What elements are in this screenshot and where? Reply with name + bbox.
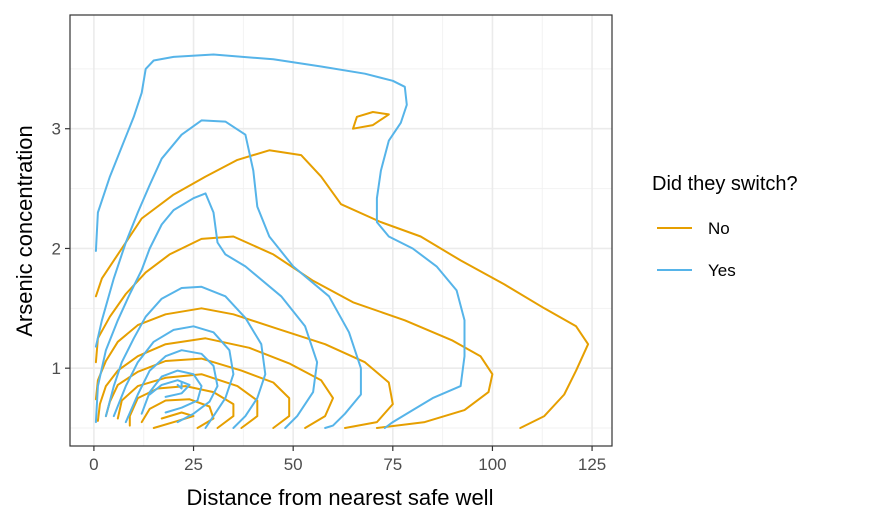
x-tick-label: 0 xyxy=(89,455,98,474)
contour-no xyxy=(116,373,259,429)
y-tick-label: 1 xyxy=(52,359,61,378)
contour-lines xyxy=(94,53,590,429)
legend-label-yes: Yes xyxy=(708,261,736,280)
contour-no xyxy=(352,111,390,130)
y-tick-label: 3 xyxy=(52,120,61,139)
contour-yes xyxy=(104,285,267,429)
contour-no xyxy=(94,235,494,429)
contour-no xyxy=(96,337,334,429)
contour-no xyxy=(140,398,215,429)
x-tick-label: 50 xyxy=(284,455,303,474)
x-tick-label: 100 xyxy=(478,455,506,474)
contour-no xyxy=(152,411,195,429)
legend: Did they switch? No Yes xyxy=(652,173,798,280)
contour-yes xyxy=(94,192,319,429)
x-tick-label: 25 xyxy=(184,455,203,474)
contour-no xyxy=(94,149,590,429)
contour-yes xyxy=(148,379,191,398)
contour-no xyxy=(94,307,394,429)
legend-label-no: No xyxy=(708,219,730,238)
x-tick-label: 125 xyxy=(578,455,606,474)
contour-yes xyxy=(94,119,362,429)
y-axis: 1 2 3 xyxy=(52,120,70,378)
legend-title: Did they switch? xyxy=(652,173,798,195)
contour-no xyxy=(128,385,235,429)
y-tick-label: 2 xyxy=(52,239,61,258)
contour-yes xyxy=(112,325,235,429)
contour-yes xyxy=(94,53,466,429)
x-axis: 0 25 50 75 100 125 xyxy=(89,446,606,474)
contour-no xyxy=(104,357,291,429)
panel-border xyxy=(69,14,613,447)
contour-yes xyxy=(124,349,219,424)
x-tick-label: 75 xyxy=(383,455,402,474)
contour-yes xyxy=(140,369,203,415)
x-axis-title: Distance from nearest safe well xyxy=(187,485,494,510)
y-axis-title: Arsenic concentration xyxy=(12,125,37,337)
contour-yes xyxy=(176,381,183,390)
legend-items: No Yes xyxy=(657,219,736,280)
